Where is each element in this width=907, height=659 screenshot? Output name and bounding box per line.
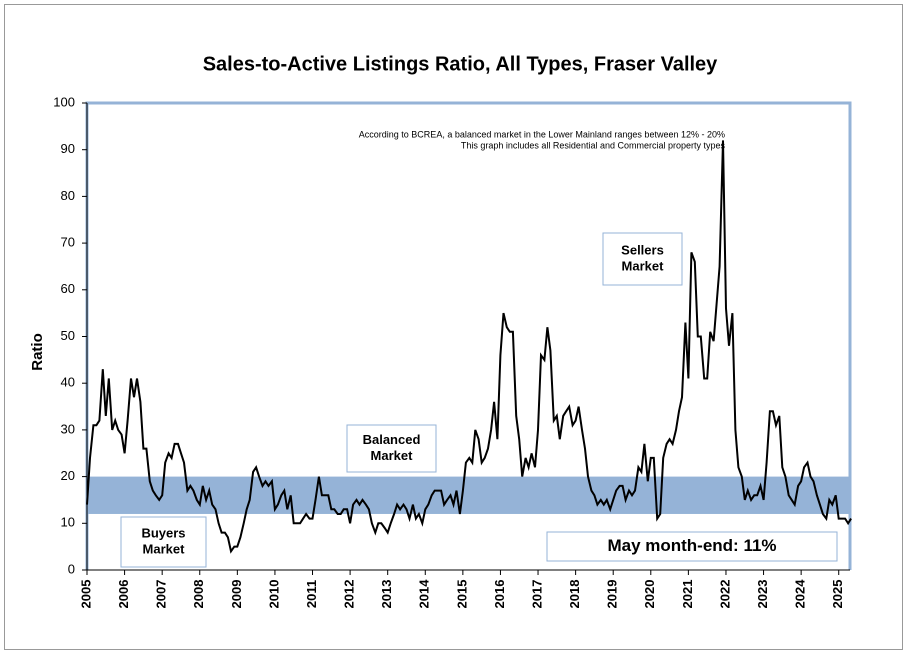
annotation-box: [346, 424, 437, 473]
x-tick-label: 2022: [717, 580, 732, 609]
y-tick-label: 50: [61, 328, 75, 343]
annotation-text: Market: [371, 448, 414, 463]
x-tick-label: 2017: [529, 580, 544, 609]
x-tick-label: 2005: [78, 580, 93, 609]
x-tick-label: 2006: [116, 580, 131, 609]
annotation-box: [546, 531, 838, 562]
x-tick-label: 2019: [605, 580, 620, 609]
x-tick-label: 2018: [567, 580, 582, 609]
y-tick-label: 20: [61, 468, 75, 483]
x-tick-label: 2010: [266, 580, 281, 609]
x-tick-label: 2023: [755, 580, 770, 609]
annotation-box: [120, 516, 207, 568]
y-tick-label: 70: [61, 235, 75, 250]
x-tick-label: 2021: [680, 580, 695, 609]
x-tick-label: 2014: [417, 579, 432, 609]
y-tick-label: 80: [61, 188, 75, 203]
annotation-text: Buyers: [141, 525, 185, 540]
note: This graph includes all Residential and …: [461, 140, 726, 150]
annotation-text: Market: [622, 258, 665, 273]
x-tick-label: 2020: [642, 580, 657, 609]
y-tick-label: 10: [61, 515, 75, 530]
y-tick-label: 100: [53, 94, 75, 109]
y-tick-label: 60: [61, 281, 75, 296]
y-axis-label: Ratio: [29, 333, 46, 371]
x-tick-label: 2013: [379, 580, 394, 609]
x-tick-label: 2011: [304, 580, 319, 608]
x-tick-label: 2008: [191, 580, 206, 609]
x-tick-label: 2007: [154, 580, 169, 609]
annotation-box: [602, 232, 683, 286]
x-tick-label: 2015: [454, 580, 469, 609]
annotation-text: Balanced: [363, 432, 421, 447]
note: According to BCREA, a balanced market in…: [359, 129, 725, 139]
x-tick-label: 2009: [229, 580, 244, 609]
annotation-text: Market: [143, 541, 186, 556]
annotation-text: May month-end: 11%: [607, 536, 776, 555]
line-series: [86, 140, 852, 554]
x-tick-label: 2024: [793, 579, 808, 609]
x-tick-label: 2025: [830, 580, 845, 609]
annotation-text: Sellers: [621, 242, 664, 257]
y-tick-label: 40: [61, 375, 75, 390]
chart-title: Sales-to-Active Listings Ratio, All Type…: [203, 53, 718, 75]
y-tick-label: 0: [68, 561, 75, 576]
y-tick-label: 30: [61, 421, 75, 436]
y-tick-label: 90: [61, 141, 75, 156]
x-tick-label: 2016: [492, 580, 507, 609]
x-tick-label: 2012: [342, 580, 357, 609]
